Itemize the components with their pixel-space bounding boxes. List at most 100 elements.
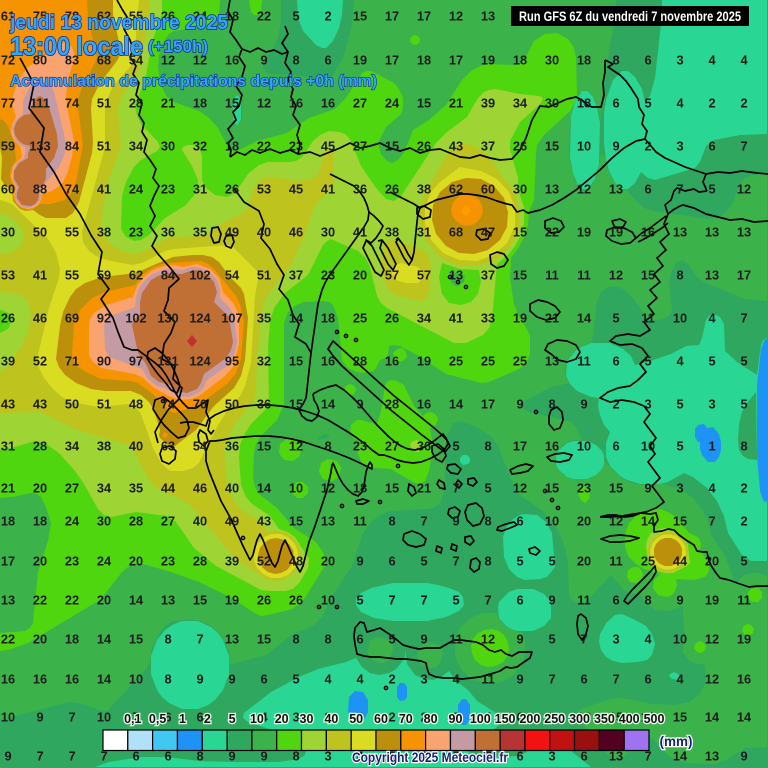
svg-text:9: 9 <box>36 710 43 725</box>
svg-text:7: 7 <box>68 749 75 764</box>
svg-text:12: 12 <box>449 9 463 24</box>
svg-text:12: 12 <box>289 439 303 454</box>
svg-text:4: 4 <box>676 96 684 111</box>
svg-text:8: 8 <box>164 632 171 647</box>
svg-text:400: 400 <box>619 712 640 726</box>
svg-text:2: 2 <box>740 481 747 496</box>
svg-text:12: 12 <box>737 182 751 197</box>
svg-text:23: 23 <box>161 182 175 197</box>
svg-text:51: 51 <box>97 397 111 412</box>
svg-text:68: 68 <box>449 225 463 240</box>
svg-text:5: 5 <box>740 554 747 569</box>
svg-text:19: 19 <box>705 593 719 608</box>
svg-text:3: 3 <box>644 397 651 412</box>
svg-text:2: 2 <box>204 712 211 726</box>
svg-text:7: 7 <box>196 632 203 647</box>
svg-text:9: 9 <box>356 554 363 569</box>
svg-text:18: 18 <box>193 96 207 111</box>
svg-text:40: 40 <box>129 439 143 454</box>
svg-text:0,1: 0,1 <box>124 712 141 726</box>
svg-text:10: 10 <box>321 593 335 608</box>
svg-text:46: 46 <box>193 481 207 496</box>
svg-text:6: 6 <box>196 710 203 725</box>
svg-text:26: 26 <box>257 593 271 608</box>
svg-text:51: 51 <box>97 96 111 111</box>
svg-text:21: 21 <box>161 96 175 111</box>
svg-text:22: 22 <box>545 225 559 240</box>
svg-text:8: 8 <box>548 710 555 725</box>
svg-text:7: 7 <box>484 593 491 608</box>
svg-text:350: 350 <box>594 712 615 726</box>
svg-text:15: 15 <box>417 96 431 111</box>
svg-text:111: 111 <box>30 96 50 111</box>
svg-text:6: 6 <box>708 139 715 154</box>
svg-text:150: 150 <box>495 712 516 726</box>
svg-text:12: 12 <box>193 53 207 68</box>
svg-text:3: 3 <box>452 710 459 725</box>
svg-text:34: 34 <box>129 139 144 154</box>
svg-text:131: 131 <box>157 354 178 369</box>
svg-text:10: 10 <box>250 712 264 726</box>
svg-text:8: 8 <box>292 53 299 68</box>
svg-text:16: 16 <box>417 397 431 412</box>
svg-text:20: 20 <box>577 514 591 529</box>
svg-text:19: 19 <box>577 225 591 240</box>
svg-text:5: 5 <box>292 9 299 24</box>
svg-text:10: 10 <box>1 710 15 725</box>
svg-text:31: 31 <box>1 439 15 454</box>
svg-text:250: 250 <box>544 712 565 726</box>
svg-text:8: 8 <box>292 749 299 764</box>
svg-text:19: 19 <box>225 593 239 608</box>
svg-text:22: 22 <box>257 9 271 24</box>
svg-text:16: 16 <box>385 354 399 369</box>
svg-text:72: 72 <box>1 53 15 68</box>
svg-text:9: 9 <box>612 139 619 154</box>
svg-text:52: 52 <box>257 554 271 569</box>
svg-text:12: 12 <box>705 632 719 647</box>
svg-text:2: 2 <box>644 139 651 154</box>
svg-text:19: 19 <box>353 53 367 68</box>
svg-text:13: 13 <box>705 749 719 764</box>
svg-text:43: 43 <box>449 139 463 154</box>
svg-text:80: 80 <box>424 712 438 726</box>
svg-text:35: 35 <box>129 481 143 496</box>
svg-text:14: 14 <box>449 397 464 412</box>
svg-text:77: 77 <box>1 96 15 111</box>
svg-text:11: 11 <box>577 268 591 283</box>
svg-text:10: 10 <box>641 439 655 454</box>
svg-text:9: 9 <box>356 397 363 412</box>
svg-text:7: 7 <box>708 514 715 529</box>
svg-text:50: 50 <box>225 397 239 412</box>
svg-text:7: 7 <box>388 593 395 608</box>
svg-text:22: 22 <box>65 593 79 608</box>
svg-text:18: 18 <box>225 9 239 24</box>
svg-text:(+150h): (+150h) <box>148 37 208 56</box>
svg-text:26: 26 <box>289 593 303 608</box>
svg-text:63: 63 <box>161 439 175 454</box>
svg-text:6: 6 <box>324 53 331 68</box>
svg-text:9: 9 <box>420 632 427 647</box>
svg-text:6: 6 <box>516 710 523 725</box>
svg-text:200: 200 <box>519 712 540 726</box>
svg-text:9: 9 <box>516 672 523 687</box>
svg-text:71: 71 <box>65 354 79 369</box>
svg-text:8: 8 <box>612 53 619 68</box>
svg-text:2: 2 <box>324 710 331 725</box>
svg-text:6: 6 <box>644 182 651 197</box>
svg-text:59: 59 <box>1 139 15 154</box>
svg-text:26: 26 <box>513 139 527 154</box>
svg-text:8: 8 <box>484 514 491 529</box>
svg-text:6: 6 <box>612 96 619 111</box>
svg-text:3: 3 <box>420 672 427 687</box>
svg-text:6: 6 <box>516 749 523 764</box>
svg-text:17: 17 <box>481 397 495 412</box>
svg-text:62: 62 <box>129 268 143 283</box>
svg-text:39: 39 <box>225 554 239 569</box>
svg-text:5: 5 <box>292 672 299 687</box>
svg-text:3: 3 <box>676 139 683 154</box>
svg-text:31: 31 <box>417 225 431 240</box>
svg-text:4: 4 <box>708 311 716 326</box>
svg-text:5: 5 <box>228 710 235 725</box>
svg-text:16: 16 <box>321 96 335 111</box>
svg-text:8: 8 <box>388 514 395 529</box>
